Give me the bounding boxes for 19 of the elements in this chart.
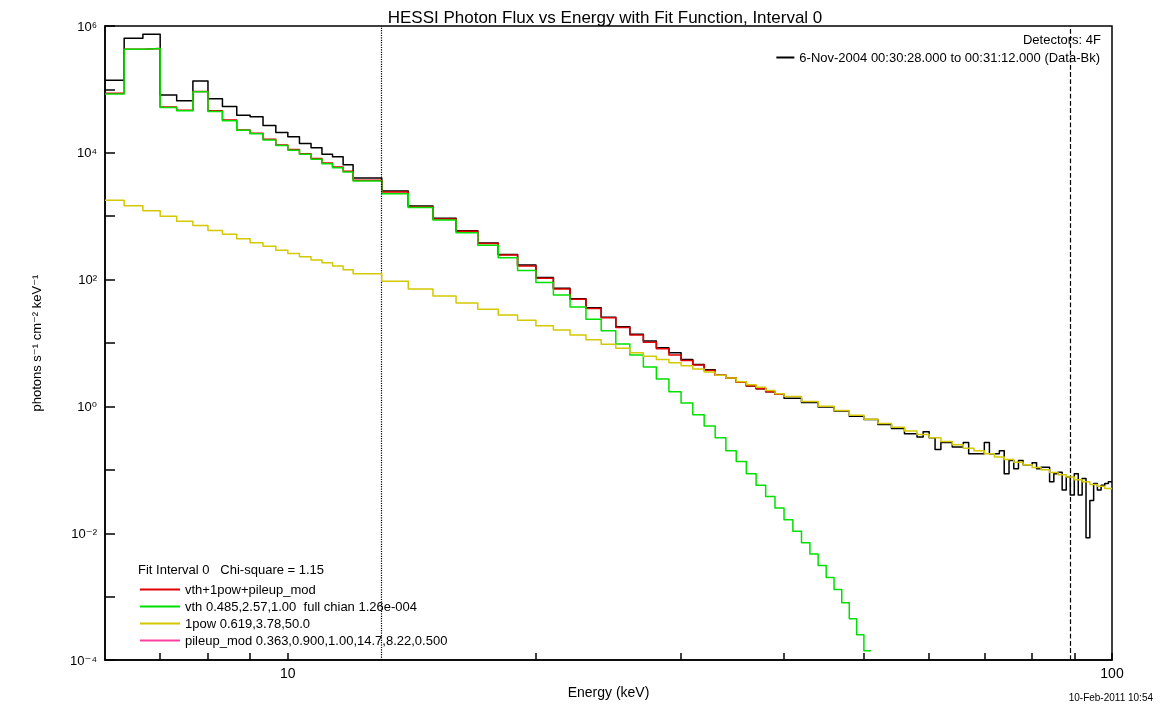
x-tick-label: 10 xyxy=(280,665,296,682)
y-tick-label: 10⁶ xyxy=(77,18,97,34)
y-tick-label: 10⁴ xyxy=(76,145,97,161)
annotation: Detectors: 4F xyxy=(1022,32,1102,47)
legend-label: 1pow 0.619,3.78,50.0 xyxy=(185,616,311,631)
y-tick-label: 10² xyxy=(78,272,98,288)
legend-label: pileup_mod 0.363,0.900,1.00,14.7,8.22,0.500 xyxy=(185,633,448,648)
legend-label: vth 0.485,2.57,1.00 full chian 1.26e-004 xyxy=(185,599,418,614)
y-tick-label: 10⁻⁴ xyxy=(70,652,97,668)
text: 10-Feb-2011 10:54 xyxy=(1068,691,1154,703)
legend-title: Fit Interval 0 Chi-square = 1.15 xyxy=(138,562,325,577)
chart-title: HESSI Photon Flux vs Energy with Fit Function, Interval 0 xyxy=(387,8,823,27)
y-tick-label: 10⁰ xyxy=(77,398,97,414)
legend-label: vth+1pow+pileup_mod xyxy=(185,582,316,597)
y-tick-label: 10⁻² xyxy=(71,525,98,541)
x-axis-title: Energy (keV) xyxy=(567,684,650,700)
x-tick-label: 100 xyxy=(1100,665,1124,682)
y-axis-title: photons s⁻¹ cm⁻² keV⁻¹ xyxy=(29,273,44,412)
legend-label: 6-Nov-2004 00:30:28.000 to 00:31:12.000 (Data-Bk) xyxy=(799,50,1101,65)
